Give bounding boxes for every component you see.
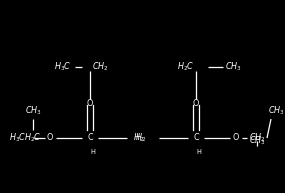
Text: C: C <box>193 134 199 142</box>
Text: $H_3C$: $H_3C$ <box>54 61 72 73</box>
Text: H: H <box>197 149 201 155</box>
Text: $H_2C$: $H_2C$ <box>24 132 42 144</box>
Text: H: H <box>91 149 95 155</box>
Text: $H_3C$: $H_3C$ <box>9 132 27 144</box>
Text: O: O <box>47 134 53 142</box>
Text: $H_2$: $H_2$ <box>133 132 144 144</box>
Text: $CH_3$: $CH_3$ <box>268 105 284 117</box>
Text: $CH_3$: $CH_3$ <box>249 135 265 147</box>
Text: $H_2$: $H_2$ <box>135 132 146 144</box>
Text: $CH_2$: $CH_2$ <box>92 61 108 73</box>
Text: O: O <box>193 98 199 108</box>
Text: $CH_3$: $CH_3$ <box>225 61 241 73</box>
Text: O: O <box>233 134 239 142</box>
Text: C: C <box>87 134 93 142</box>
Text: $CH_3$: $CH_3$ <box>25 105 41 117</box>
Text: $CH_2$: $CH_2$ <box>249 132 265 144</box>
Text: $H_2C$: $H_2C$ <box>177 61 195 73</box>
Text: O: O <box>87 98 93 108</box>
